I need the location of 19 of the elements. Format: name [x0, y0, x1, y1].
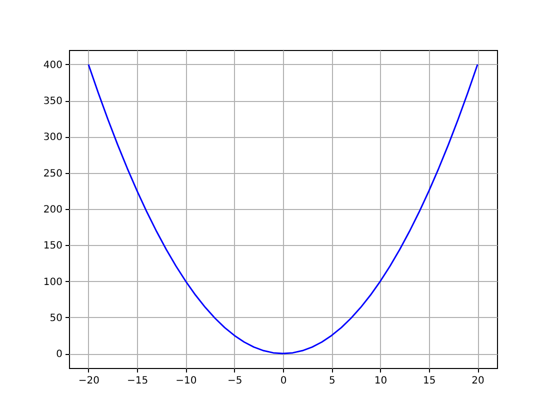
y-tick-label: 400 [43, 60, 62, 71]
x-tick-label: −10 [176, 376, 197, 386]
x-tick-label: 20 [472, 376, 484, 386]
x-tick-label: −20 [78, 376, 100, 386]
y-tick-label: 200 [43, 204, 62, 216]
x-tick-label: 10 [374, 376, 388, 386]
y-tick-label: 250 [43, 168, 62, 180]
x-tick-label: 15 [423, 376, 436, 386]
x-tick-label: −15 [127, 376, 148, 386]
y-tick-label: 300 [43, 132, 62, 144]
x-tick-label: 5 [328, 376, 336, 386]
x-tick-label: 0 [280, 376, 287, 386]
x-tick-label: −5 [227, 376, 242, 386]
y-tick-label: 100 [43, 276, 62, 288]
line-series [88, 64, 478, 354]
y-tick-label: 150 [43, 240, 62, 252]
y-tick-label: 0 [56, 349, 62, 360]
y-tick-label: 350 [43, 96, 62, 108]
y-tick-label: 50 [50, 312, 62, 324]
